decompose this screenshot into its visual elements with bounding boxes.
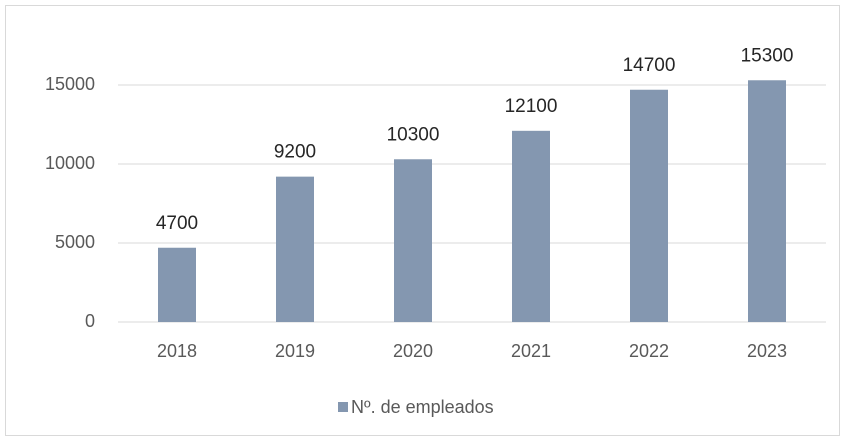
bar xyxy=(276,176,314,322)
y-tick-label: 10000 xyxy=(45,153,95,173)
y-tick-label: 0 xyxy=(85,311,95,331)
y-tick-label: 5000 xyxy=(55,232,95,252)
legend-swatch xyxy=(338,402,348,412)
data-label: 9200 xyxy=(274,142,316,163)
bar xyxy=(394,159,432,322)
bar xyxy=(748,80,786,322)
x-tick-label: 2018 xyxy=(157,341,197,361)
bar xyxy=(158,247,196,322)
x-tick-label: 2019 xyxy=(275,341,315,361)
y-tick-label: 15000 xyxy=(45,74,95,94)
bar xyxy=(512,130,550,322)
bar xyxy=(630,89,668,323)
x-tick-label: 2022 xyxy=(629,341,669,361)
x-tick-label: 2021 xyxy=(511,341,551,361)
data-label: 4700 xyxy=(156,213,198,234)
data-label: 15300 xyxy=(741,45,794,66)
x-tick-label: 2023 xyxy=(747,341,787,361)
data-label: 10300 xyxy=(387,124,440,145)
legend-label: Nº. de empleados xyxy=(351,397,494,417)
data-label: 12100 xyxy=(505,96,558,117)
x-tick-label: 2020 xyxy=(393,341,433,361)
data-label: 14700 xyxy=(623,55,676,76)
